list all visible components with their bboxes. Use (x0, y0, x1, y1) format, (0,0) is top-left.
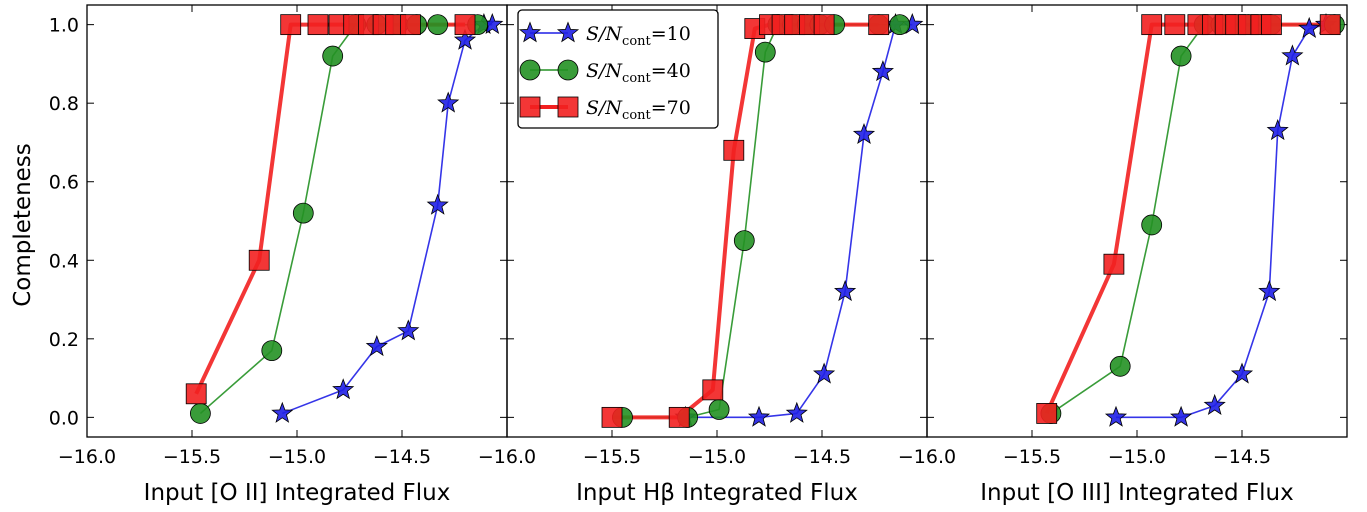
data-point (454, 14, 476, 36)
series-line (685, 23, 913, 419)
data-point (813, 14, 835, 36)
data-point (747, 405, 771, 427)
data-point (834, 280, 857, 302)
data-point (248, 249, 270, 271)
x-tick-label: −15.0 (1108, 446, 1166, 468)
data-point (399, 14, 421, 36)
data-point (889, 14, 911, 36)
x-tick-label: −16.0 (898, 446, 956, 468)
data-point (292, 202, 314, 224)
series-line (282, 23, 493, 415)
data-point (852, 122, 876, 145)
legend: S/Ncont=10 S/Ncont=40 S/Ncont=70 (517, 9, 719, 129)
y-tick-label: 0.2 (49, 329, 79, 351)
x-tick-label: −15.0 (688, 446, 746, 468)
data-point (280, 14, 302, 36)
data-point (1104, 405, 1128, 427)
y-tick-label: 0.0 (49, 407, 79, 429)
data-point (1109, 355, 1131, 377)
legend-marker (557, 96, 579, 118)
data-point (261, 340, 283, 362)
legend-entry: S/Ncont=40 (586, 60, 691, 86)
series-line (1050, 23, 1335, 415)
data-point (708, 399, 730, 420)
data-point (427, 14, 449, 36)
y-tick-label: 0.6 (49, 172, 79, 194)
data-point (1170, 405, 1193, 427)
series-line (199, 23, 478, 415)
data-point (1203, 393, 1226, 416)
y-axis-label: Completeness (10, 143, 36, 307)
data-point (322, 45, 344, 67)
plot-area (185, 12, 504, 424)
legend-marker (519, 96, 541, 118)
data-point (1281, 44, 1304, 66)
x-tick-label: −16.0 (58, 446, 116, 468)
data-point (754, 41, 776, 63)
data-point (185, 383, 207, 405)
x-tick-label: −14.5 (793, 446, 851, 468)
data-point (365, 335, 388, 357)
data-point (1319, 14, 1341, 36)
data-point (397, 319, 420, 341)
data-point (723, 139, 745, 161)
x-tick-label: −15.5 (1003, 446, 1061, 468)
legend-entry: S/Ncont=70 (586, 97, 691, 123)
y-tick-label: 1.0 (49, 15, 79, 37)
panel-3: −16.0 −15.5 −15.0 −14.5 (898, 4, 1348, 468)
data-point (1230, 362, 1254, 384)
series-line (194, 22, 465, 395)
data-point (271, 401, 294, 423)
y-tick-label: 0.4 (49, 250, 79, 272)
data-point (813, 362, 836, 384)
data-point (1141, 14, 1163, 36)
x-tick-label: −15.5 (163, 446, 221, 468)
x-tick-label: −15.0 (268, 446, 326, 468)
x-axis-label-panel-1: Input [O II] Integrated Flux (144, 480, 451, 506)
data-point (437, 91, 460, 113)
data-point (307, 14, 329, 36)
y-tick-label: 0.8 (49, 93, 79, 115)
data-point (1170, 45, 1192, 67)
plot-area (601, 12, 924, 428)
data-point (1164, 14, 1186, 36)
data-point (733, 230, 755, 252)
data-point (1266, 119, 1289, 141)
data-point (453, 28, 477, 50)
data-point (871, 60, 894, 82)
legend-marker (519, 59, 541, 81)
data-point (1036, 403, 1058, 424)
legend-marker (518, 21, 542, 43)
data-point (1103, 253, 1125, 275)
panels: 0.00.20.40.60.81.0−16.0 −15.5 −15.0 −14.5 −1… (49, 4, 1348, 468)
data-point (1258, 280, 1281, 302)
legend-marker (556, 21, 580, 43)
x-axis-label-panel-3: Input [O III] Integrated Flux (980, 480, 1293, 506)
data-point (868, 14, 890, 36)
legend-entry: S/Ncont=10 (586, 23, 691, 49)
x-axis-label-panel-2: Input Hβ Integrated Flux (576, 480, 858, 506)
x-tick-label: −15.5 (583, 446, 641, 468)
data-point (668, 406, 690, 428)
x-tick-label: −14.5 (373, 446, 431, 468)
data-point (702, 379, 724, 401)
x-tick-label: −16.0 (478, 446, 536, 468)
plot-frame (926, 4, 1348, 438)
data-point (189, 403, 211, 424)
data-point (601, 406, 623, 428)
plot-area (1036, 12, 1345, 427)
x-tick-label: −14.5 (1213, 446, 1271, 468)
data-point (332, 378, 355, 400)
data-point (1261, 14, 1282, 36)
data-point (1298, 16, 1321, 38)
data-point (426, 193, 449, 215)
data-point (1141, 214, 1163, 236)
panel-1: 0.0 0.2 0.4 0.6 0.8 1.0 −16.0 −15.5 −15.0 −14.5 (49, 4, 508, 468)
panel-2: −16.0 −15.5 −15.0 −14.5 (478, 4, 928, 468)
data-point (785, 401, 808, 423)
legend-marker (557, 59, 579, 81)
